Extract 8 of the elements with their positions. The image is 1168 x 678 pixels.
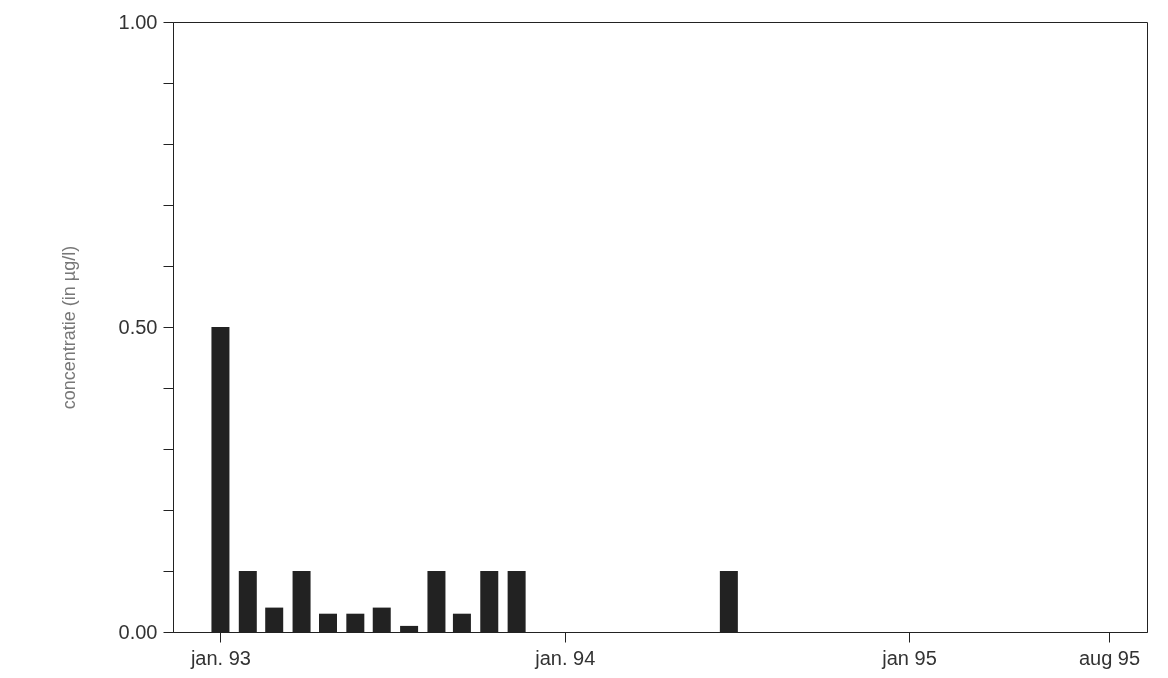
- x-tick-label: jan. 94: [534, 646, 596, 669]
- y-tick-label: 1.00: [118, 10, 158, 33]
- y-axis-title: concentratie (in µg/l): [58, 245, 79, 410]
- y-tick-label: 0.50: [118, 315, 158, 338]
- x-tick-label: jan. 93: [189, 646, 251, 669]
- x-tick-label: jan 95: [881, 646, 937, 669]
- y-tick-label: 0.00: [118, 620, 158, 643]
- x-tick-label: aug 95: [1078, 646, 1141, 669]
